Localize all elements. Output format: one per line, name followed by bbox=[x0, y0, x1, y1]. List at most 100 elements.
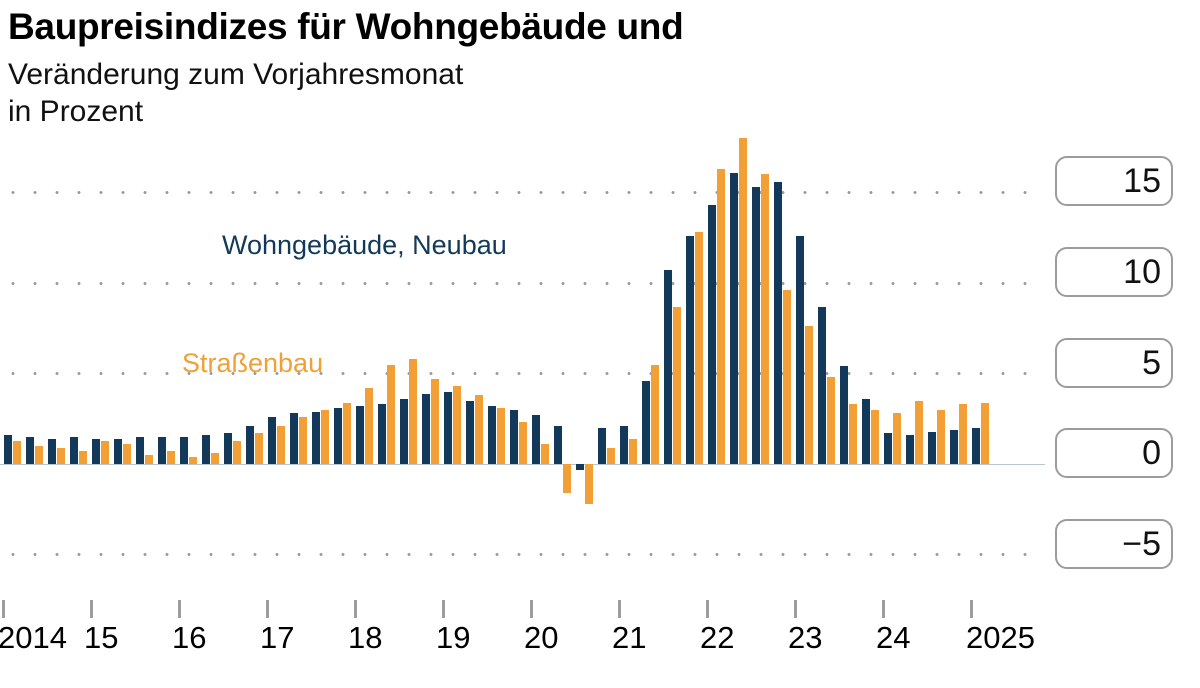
x-axis-tick-mark-2021 bbox=[618, 600, 621, 618]
bar-wohngebaeude-2024-Q2 bbox=[906, 435, 914, 465]
x-axis-tick-label-2022: 22 bbox=[700, 620, 735, 655]
bar-strassenbau-2014-Q4 bbox=[79, 451, 87, 465]
bar-wohngebaeude-2022-Q2 bbox=[730, 172, 738, 465]
gridline-15 bbox=[0, 190, 1045, 194]
y-axis-tick-label: −5 bbox=[1122, 524, 1161, 563]
bar-wohngebaeude-2022-Q1 bbox=[708, 205, 716, 465]
bar-strassenbau-2024-Q4 bbox=[959, 404, 967, 465]
bar-wohngebaeude-2021-Q4 bbox=[686, 235, 694, 465]
x-axis-tick-mark-2015 bbox=[90, 600, 93, 618]
x-axis-tick-label-2025: 2025 bbox=[966, 620, 1035, 655]
y-axis-tick-0: 0 bbox=[1055, 428, 1173, 479]
bar-wohngebaeude-2022-Q4 bbox=[774, 181, 782, 465]
bar-strassenbau-2016-Q3 bbox=[233, 440, 241, 465]
bar-strassenbau-2025-Q1 bbox=[981, 402, 989, 465]
bar-wohngebaeude-2022-Q3 bbox=[752, 187, 760, 465]
bar-strassenbau-2020-Q2 bbox=[563, 464, 571, 494]
bar-wohngebaeude-2017-Q1 bbox=[268, 417, 276, 465]
bar-strassenbau-2017-Q4 bbox=[343, 402, 351, 465]
x-axis-tick-mark-2019 bbox=[442, 600, 445, 618]
y-axis-tick-label: 10 bbox=[1123, 253, 1161, 292]
bar-wohngebaeude-2017-Q4 bbox=[334, 408, 342, 465]
x-axis-tick-mark-2020 bbox=[530, 600, 533, 618]
bar-wohngebaeude-2014-Q1 bbox=[4, 435, 12, 465]
bar-strassenbau-2022-Q3 bbox=[761, 174, 769, 465]
bar-wohngebaeude-2019-Q1 bbox=[444, 391, 452, 465]
bar-wohngebaeude-2015-Q3 bbox=[136, 436, 144, 465]
bar-strassenbau-2019-Q2 bbox=[475, 395, 483, 465]
bar-strassenbau-2015-Q3 bbox=[145, 455, 153, 465]
bar-strassenbau-2018-Q3 bbox=[409, 359, 417, 465]
y-axis-tick-label: 0 bbox=[1142, 434, 1161, 473]
bar-wohngebaeude-2020-Q2 bbox=[554, 426, 562, 465]
bar-strassenbau-2016-Q4 bbox=[255, 433, 263, 465]
bar-wohngebaeude-2015-Q2 bbox=[114, 438, 122, 465]
bar-series-group bbox=[0, 120, 1045, 600]
bar-wohngebaeude-2024-Q3 bbox=[928, 431, 936, 465]
bar-strassenbau-2020-Q3 bbox=[585, 464, 593, 504]
y-axis-tick--5: −5 bbox=[1055, 518, 1173, 569]
bar-strassenbau-2015-Q2 bbox=[123, 444, 131, 465]
x-axis: 2014 15 16 17 18 19 20 21 22 23 24 2025 bbox=[0, 600, 1100, 688]
subtitle-line-2: in Prozent bbox=[8, 95, 144, 129]
page-subtitle: Veränderung zum Vorjahresmonat in Prozen… bbox=[8, 57, 1048, 130]
bar-strassenbau-2016-Q2 bbox=[211, 453, 219, 465]
bar-wohngebaeude-2020-Q1 bbox=[532, 415, 540, 465]
bar-wohngebaeude-2014-Q3 bbox=[48, 438, 56, 465]
bar-wohngebaeude-2020-Q3 bbox=[576, 464, 584, 470]
bar-wohngebaeude-2015-Q1 bbox=[92, 438, 100, 465]
x-axis-tick-mark-2024 bbox=[882, 600, 885, 618]
bar-strassenbau-2020-Q1 bbox=[541, 444, 549, 465]
x-axis-tick-label-2014: 2014 bbox=[0, 620, 67, 655]
bar-strassenbau-2021-Q3 bbox=[673, 306, 681, 465]
x-axis-tick-label-2018: 18 bbox=[348, 620, 383, 655]
bar-strassenbau-2020-Q4 bbox=[607, 447, 615, 465]
x-axis-tick-label-2019: 19 bbox=[436, 620, 471, 655]
bar-wohngebaeude-2019-Q4 bbox=[510, 409, 518, 465]
bar-strassenbau-2023-Q2 bbox=[827, 377, 835, 465]
bar-strassenbau-2017-Q3 bbox=[321, 409, 329, 465]
bar-strassenbau-2022-Q1 bbox=[717, 168, 725, 465]
bar-strassenbau-2017-Q1 bbox=[277, 426, 285, 465]
bar-strassenbau-2015-Q4 bbox=[167, 451, 175, 465]
bar-strassenbau-2021-Q1 bbox=[629, 438, 637, 465]
x-axis-tick-mark-2025 bbox=[970, 600, 973, 618]
bar-strassenbau-2023-Q1 bbox=[805, 326, 813, 465]
bar-strassenbau-2021-Q2 bbox=[651, 364, 659, 465]
bar-strassenbau-2018-Q1 bbox=[365, 388, 373, 465]
bar-wohngebaeude-2023-Q1 bbox=[796, 235, 804, 465]
bar-wohngebaeude-2023-Q3 bbox=[840, 366, 848, 465]
bar-strassenbau-2018-Q4 bbox=[431, 379, 439, 465]
bar-wohngebaeude-2021-Q1 bbox=[620, 426, 628, 465]
title-block: Baupreisindizes für Wohngebäude und Verä… bbox=[8, 6, 1048, 131]
bar-wohngebaeude-2016-Q1 bbox=[180, 436, 188, 465]
bar-strassenbau-2022-Q4 bbox=[783, 290, 791, 465]
bar-strassenbau-2024-Q3 bbox=[937, 409, 945, 465]
bar-strassenbau-2023-Q4 bbox=[871, 409, 879, 465]
series-label-strassenbau: Straßenbau bbox=[182, 348, 324, 378]
bar-strassenbau-2014-Q1 bbox=[13, 440, 21, 465]
bar-strassenbau-2014-Q2 bbox=[35, 446, 43, 465]
bar-strassenbau-2019-Q1 bbox=[453, 386, 461, 465]
series-label-wohngebaeude: Wohngebäude, Neubau bbox=[222, 230, 507, 260]
bar-wohngebaeude-2016-Q3 bbox=[224, 433, 232, 465]
bar-strassenbau-2014-Q3 bbox=[57, 447, 65, 465]
x-axis-tick-mark-2023 bbox=[794, 600, 797, 618]
y-axis-tick-label: 5 bbox=[1142, 343, 1161, 382]
bar-wohngebaeude-2023-Q4 bbox=[862, 398, 870, 465]
plot-area bbox=[0, 120, 1045, 600]
x-axis-tick-mark-2016 bbox=[178, 600, 181, 618]
zero-baseline bbox=[0, 463, 1045, 465]
bar-strassenbau-2024-Q1 bbox=[893, 413, 901, 465]
x-axis-tick-mark-2022 bbox=[706, 600, 709, 618]
bar-wohngebaeude-2017-Q3 bbox=[312, 411, 320, 465]
bar-wohngebaeude-2021-Q2 bbox=[642, 380, 650, 465]
bar-wohngebaeude-2023-Q2 bbox=[818, 306, 826, 465]
gridline-10 bbox=[0, 281, 1045, 285]
x-axis-tick-mark-2017 bbox=[266, 600, 269, 618]
bar-wohngebaeude-2020-Q4 bbox=[598, 427, 606, 465]
subtitle-line-1: Veränderung zum Vorjahresmonat bbox=[8, 58, 464, 92]
bar-wohngebaeude-2024-Q1 bbox=[884, 433, 892, 465]
y-axis-tick-10: 10 bbox=[1055, 247, 1173, 298]
